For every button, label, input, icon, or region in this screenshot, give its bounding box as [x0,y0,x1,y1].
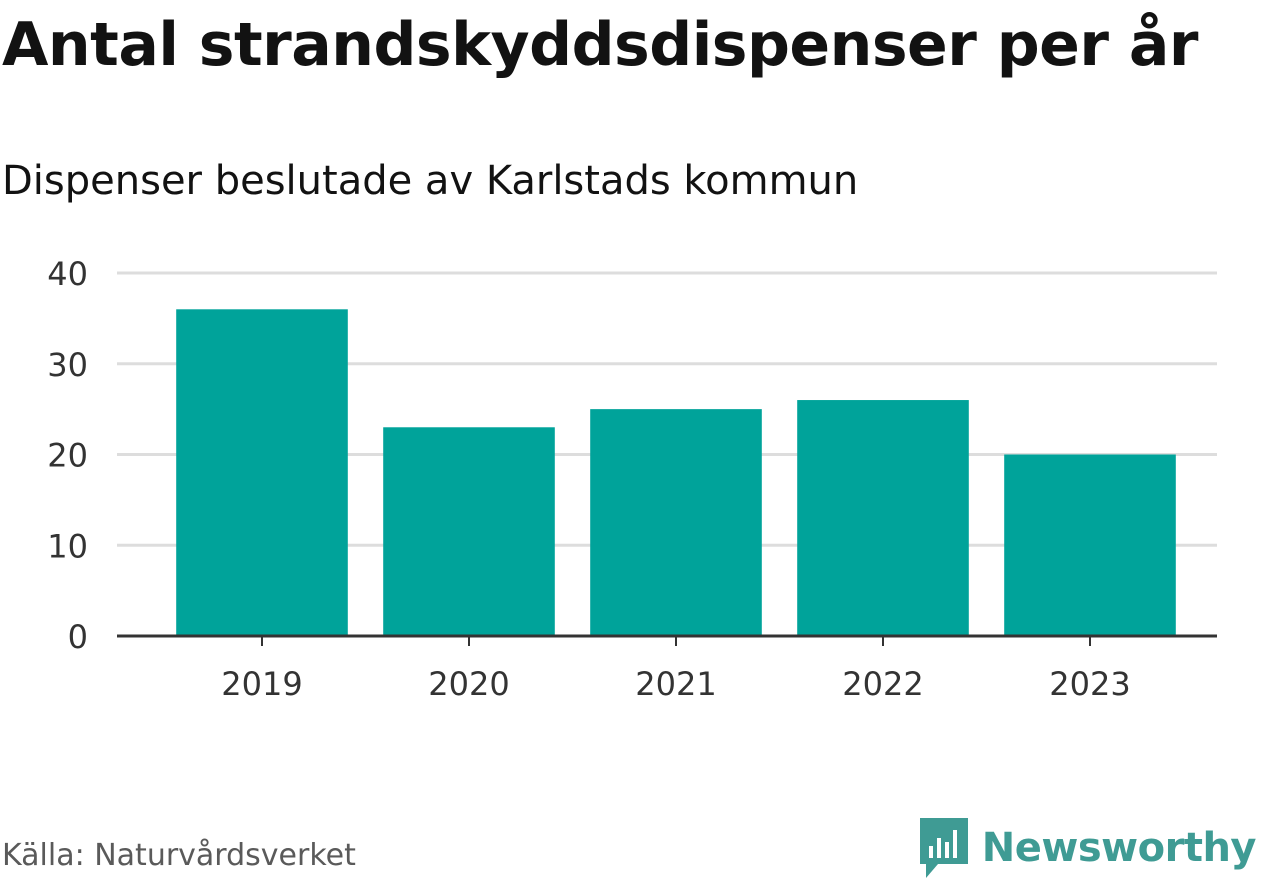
chart-title: Antal strandskyddsdispenser per år [2,10,1198,80]
bar-2022 [797,400,969,636]
x-tick-label: 2022 [842,665,923,703]
x-tick-label: 2023 [1049,665,1130,703]
y-tick-label: 10 [47,527,88,565]
axes: 0 10 20 30 40 2019 2020 2021 2022 2023 [47,255,1217,703]
bar-2020 [383,427,555,636]
source-note: Källa: Naturvårdsverket [2,838,356,873]
y-tick-label: 30 [47,346,88,384]
y-tick-label: 20 [47,437,88,475]
bar-2023 [1004,454,1176,636]
bar-2019 [176,309,348,636]
bar-2021 [590,409,762,636]
y-tick-label: 0 [68,618,88,656]
newsworthy-logo-icon [919,818,968,878]
chart-subtitle: Dispenser beslutade av Karlstads kommun [2,158,859,204]
x-tick-label: 2021 [635,665,716,703]
x-tick-label: 2020 [428,665,509,703]
brand-logo[interactable]: Newsworthy [919,818,1257,878]
bars [176,309,1176,636]
brand-name: Newsworthy [981,825,1257,871]
y-tick-label: 40 [47,255,88,293]
x-tick-label: 2019 [221,665,302,703]
